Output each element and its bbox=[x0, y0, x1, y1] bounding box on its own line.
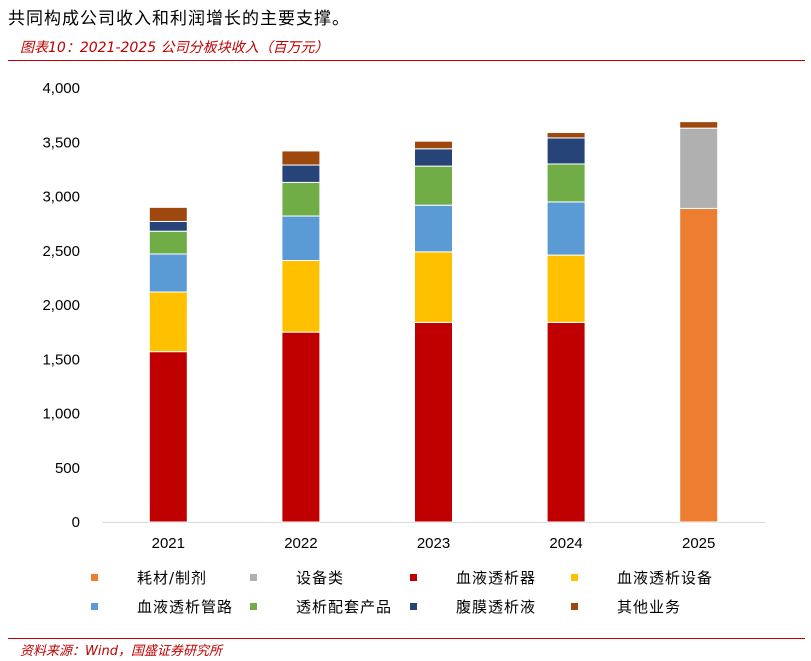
bar-segment bbox=[546, 137, 586, 165]
x-tick-label: 2025 bbox=[682, 535, 715, 552]
y-tick-label: 4,000 bbox=[42, 80, 80, 97]
x-tick-label: 2023 bbox=[417, 535, 450, 552]
figure-title: 图表10：2021-2025 公司分板块收入（百万元） bbox=[20, 40, 329, 56]
legend-swatch bbox=[571, 574, 578, 581]
x-tick-label: 2024 bbox=[549, 535, 582, 552]
y-tick-label: 3,000 bbox=[42, 189, 80, 206]
bar-segment bbox=[281, 164, 321, 183]
bar-segment bbox=[546, 131, 586, 139]
y-tick-label: 3,500 bbox=[42, 134, 80, 151]
bar-segment bbox=[281, 181, 321, 217]
legend-label: 设备类 bbox=[296, 569, 344, 587]
bar-segment bbox=[148, 206, 188, 222]
bar-segment bbox=[148, 253, 188, 293]
legend-label: 其他业务 bbox=[617, 598, 681, 616]
legend-label: 透析配套产品 bbox=[296, 598, 392, 616]
bar-segment bbox=[414, 204, 453, 253]
y-tick-label: 500 bbox=[55, 460, 80, 477]
legend-swatch bbox=[410, 603, 417, 610]
bar-segment bbox=[148, 351, 188, 523]
legend-swatch bbox=[250, 603, 257, 610]
source-note: 资料来源：Wind，国盛证券研究所 bbox=[20, 644, 222, 659]
x-tick-label: 2021 bbox=[152, 535, 185, 552]
x-tick-label: 2022 bbox=[284, 535, 317, 552]
bar-segment bbox=[281, 331, 321, 523]
legend-swatch bbox=[410, 574, 417, 581]
legend-label: 耗材/制剂 bbox=[137, 569, 207, 587]
bar-segment bbox=[546, 163, 586, 203]
bar-segment bbox=[414, 140, 453, 150]
x-axis: 2021 2022 2023 2024 2025 bbox=[152, 535, 716, 552]
legend-label: 血液透析管路 bbox=[137, 598, 233, 616]
bar-segment bbox=[148, 230, 188, 255]
bar-segment bbox=[546, 201, 586, 256]
y-tick-label: 1,000 bbox=[42, 406, 80, 423]
bar-segment bbox=[281, 260, 321, 333]
bar-segment bbox=[414, 251, 453, 323]
y-axis: 0 500 1,000 1,500 2,000 2,500 3,000 3,500 4,000 bbox=[42, 80, 765, 531]
bar-segment bbox=[679, 127, 719, 209]
legend-label: 血液透析设备 bbox=[617, 569, 713, 587]
y-tick-label: 1,500 bbox=[42, 351, 80, 368]
bars bbox=[148, 121, 719, 523]
legend-label: 血液透析器 bbox=[456, 569, 536, 587]
bar-segment bbox=[546, 321, 586, 523]
bar-segment bbox=[281, 215, 321, 262]
bar-segment bbox=[414, 165, 453, 206]
legend-label: 腹膜透析液 bbox=[456, 598, 536, 616]
bar-segment bbox=[414, 321, 453, 523]
y-tick-label: 2,500 bbox=[42, 243, 80, 260]
y-tick-label: 0 bbox=[72, 514, 80, 531]
bar-segment bbox=[546, 254, 586, 323]
legend-swatch bbox=[571, 603, 578, 610]
bar-segment bbox=[414, 148, 453, 167]
bar-segment bbox=[281, 150, 321, 166]
bottom-rule bbox=[8, 638, 805, 639]
bar-segment bbox=[679, 207, 719, 523]
intro-text: 共同构成公司收入和利润增长的主要支撑。 bbox=[8, 9, 350, 29]
bar-segment bbox=[679, 121, 719, 129]
bar-segment bbox=[148, 220, 188, 232]
y-tick-label: 2,000 bbox=[42, 297, 80, 314]
bar-segment bbox=[148, 291, 188, 353]
top-rule bbox=[8, 60, 805, 61]
legend-swatch bbox=[91, 603, 98, 610]
legend-swatch bbox=[250, 574, 257, 581]
legend-swatch bbox=[91, 574, 98, 581]
